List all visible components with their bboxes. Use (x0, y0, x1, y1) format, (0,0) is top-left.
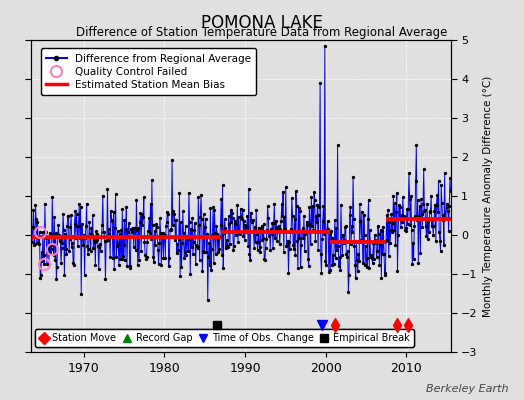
Y-axis label: Monthly Temperature Anomaly Difference (°C): Monthly Temperature Anomaly Difference (… (483, 75, 493, 317)
Text: Berkeley Earth: Berkeley Earth (426, 384, 508, 394)
Text: POMONA LAKE: POMONA LAKE (201, 14, 323, 32)
Text: Difference of Station Temperature Data from Regional Average: Difference of Station Temperature Data f… (77, 26, 447, 39)
Legend: Station Move, Record Gap, Time of Obs. Change, Empirical Break: Station Move, Record Gap, Time of Obs. C… (35, 329, 414, 347)
